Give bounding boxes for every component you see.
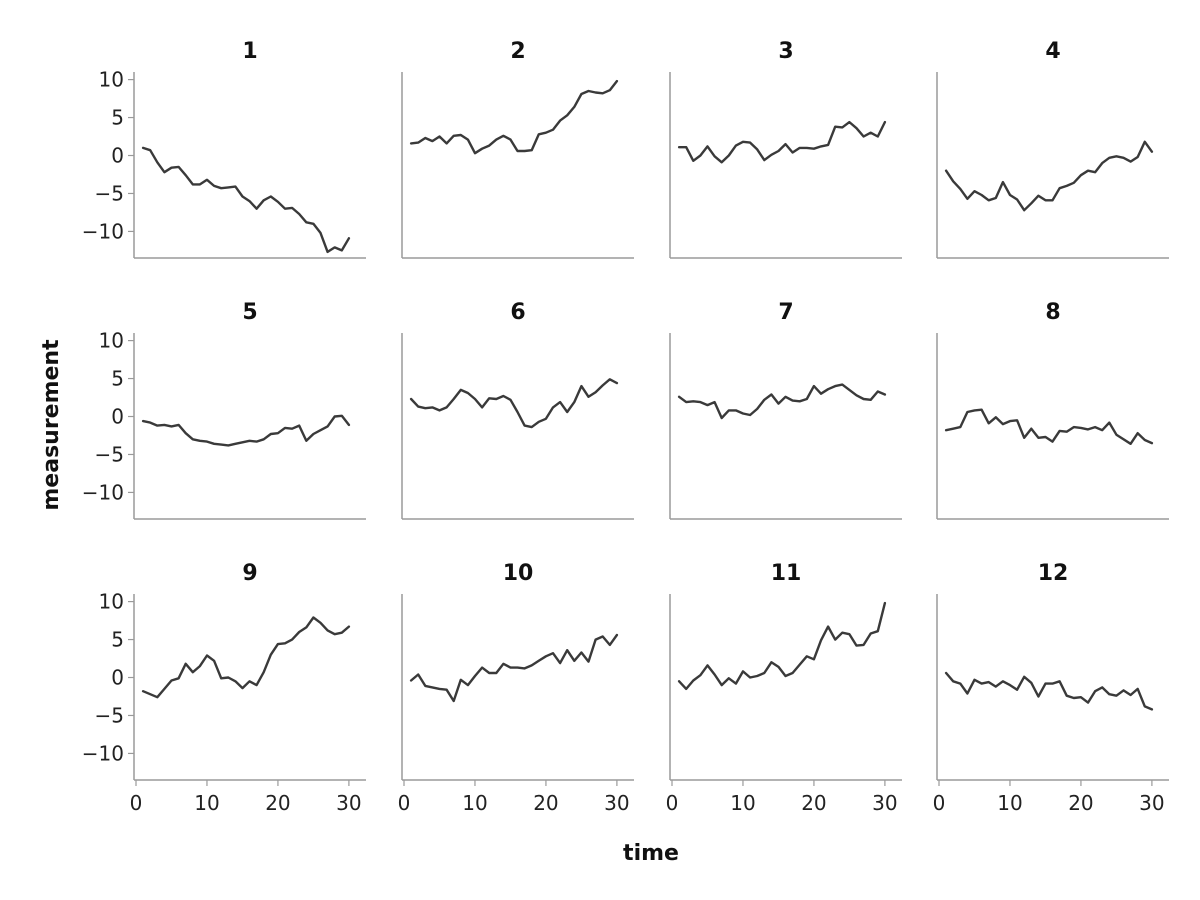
y-tick-label: 10 (99, 68, 124, 92)
panel-9: 9 10 5 0 −5 −10 0 10 20 30 (82, 561, 366, 815)
panel-title: 11 (771, 561, 802, 586)
y-tick-label: −10 (82, 480, 124, 504)
x-tick-label: 20 (265, 791, 290, 815)
panel-7: 7 (669, 300, 902, 520)
x-tick-label: 30 (604, 791, 629, 815)
x-tick-label: 20 (801, 791, 826, 815)
panel-12: 12 0 10 20 30 (933, 561, 1169, 815)
x-tick-label: 30 (1139, 791, 1164, 815)
panel-title: 2 (510, 39, 525, 64)
panel-title: 7 (778, 300, 793, 325)
x-tick-label: 10 (194, 791, 219, 815)
x-tick-label: 10 (462, 791, 487, 815)
panel-10: 10 0 10 20 30 (398, 561, 634, 815)
panel-6: 6 (401, 300, 634, 520)
x-tick-label: 30 (336, 791, 361, 815)
series-line (677, 601, 887, 691)
x-axis-label: time (623, 841, 679, 866)
y-tick-label: 10 (99, 590, 124, 614)
y-tick-label: 5 (111, 106, 124, 130)
y-tick-label: 0 (111, 144, 124, 168)
x-tick-label: 0 (398, 791, 411, 815)
y-tick-label: −5 (95, 703, 124, 727)
series-line (409, 633, 619, 703)
panel-2: 2 (401, 39, 634, 259)
panel-5: 5 10 5 0 −5 −10 (82, 300, 366, 520)
series-line (409, 79, 619, 155)
panel-title: 3 (778, 39, 793, 64)
panel-8: 8 (936, 300, 1169, 520)
series-line (677, 383, 887, 420)
y-tick-label: 5 (111, 628, 124, 652)
x-tick-label: 10 (997, 791, 1022, 815)
x-tick-label: 30 (872, 791, 897, 815)
y-axis-label: measurement (39, 339, 64, 511)
panel-1: 1 10 5 0 −5 −10 (82, 39, 366, 259)
panel-title: 10 (503, 561, 534, 586)
panel-title: 4 (1045, 39, 1060, 64)
y-tick-label: −10 (82, 741, 124, 765)
panel-title: 8 (1045, 300, 1060, 325)
x-tick-label: 10 (730, 791, 755, 815)
series-line (944, 671, 1154, 711)
panel-title: 5 (242, 300, 257, 325)
series-line (141, 616, 351, 699)
series-line (409, 378, 619, 429)
y-tick-label: −10 (82, 219, 124, 243)
x-tick-label: 0 (933, 791, 946, 815)
y-tick-label: 10 (99, 329, 124, 353)
series-line (944, 140, 1154, 212)
panel-title: 6 (510, 300, 525, 325)
series-line (944, 408, 1154, 445)
x-tick-label: 0 (130, 791, 143, 815)
x-tick-label: 20 (1068, 791, 1093, 815)
panel-3: 3 (669, 39, 902, 259)
series-line (141, 414, 351, 447)
y-tick-label: 0 (111, 405, 124, 429)
series-line (677, 120, 887, 164)
x-tick-label: 0 (666, 791, 679, 815)
series-line (141, 146, 351, 254)
panel-title: 9 (242, 561, 257, 586)
y-tick-label: −5 (95, 181, 124, 205)
panel-11: 11 0 10 20 30 (666, 561, 902, 815)
y-tick-label: 5 (111, 367, 124, 391)
x-tick-label: 20 (533, 791, 558, 815)
panel-title: 1 (242, 39, 257, 64)
panel-4: 4 (936, 39, 1169, 259)
y-tick-label: −5 (95, 442, 124, 466)
panel-title: 12 (1038, 561, 1069, 586)
y-tick-label: 0 (111, 666, 124, 690)
